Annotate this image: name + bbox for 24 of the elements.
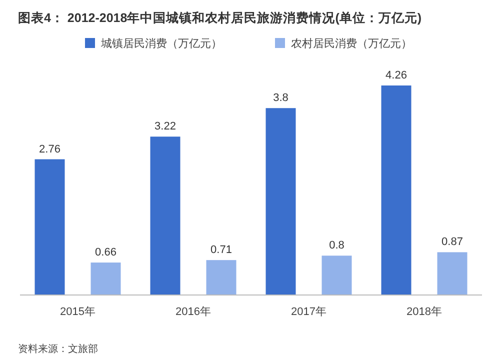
bar (150, 136, 180, 295)
data-label: 0.87 (442, 236, 463, 248)
data-label: 4.26 (386, 69, 407, 82)
bar (381, 85, 412, 295)
data-label: 0.8 (329, 240, 344, 252)
x-tick-label: 2015年 (60, 306, 96, 318)
text: 资料来源：文旅部 (18, 343, 98, 355)
legend-label: 农村居民消费（万亿元） (291, 37, 412, 50)
bar (266, 108, 296, 295)
legend-label: 城镇居民消费（万亿元） (100, 37, 222, 50)
data-label: 3.8 (273, 92, 288, 104)
chart-title: 图表4： 2012-2018年中国城镇和农村居民旅游消费情况(单位：万亿元) (18, 10, 422, 25)
data-label: 3.22 (154, 120, 176, 133)
x-tick-label: 2018年 (406, 306, 442, 318)
bar (34, 159, 65, 295)
x-tick-label: 2017年 (291, 306, 326, 318)
data-label: 0.66 (95, 246, 116, 259)
x-tick-label: 2016年 (176, 306, 211, 318)
bar (206, 260, 236, 295)
data-label: 0.71 (210, 244, 232, 256)
bar (322, 256, 352, 295)
bar (437, 252, 468, 295)
bar (90, 262, 121, 295)
data-label: 2.76 (39, 143, 60, 156)
